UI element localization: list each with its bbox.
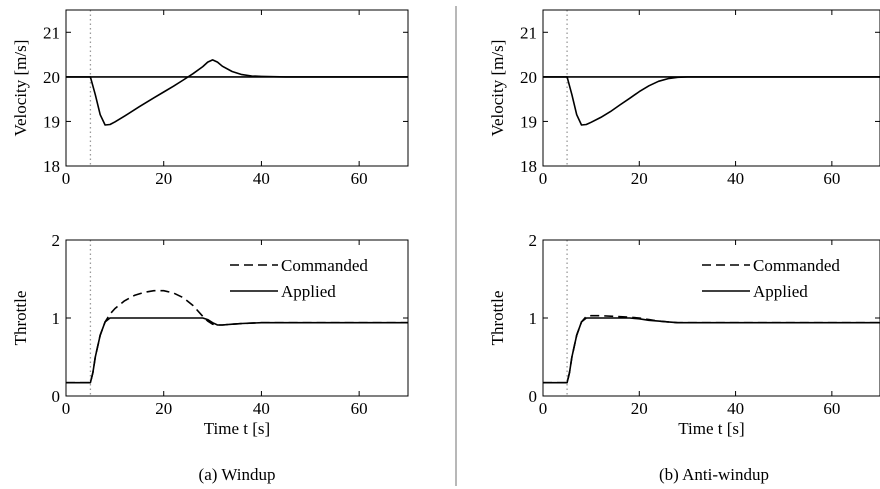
legend: Commanded Applied — [702, 256, 840, 301]
series-commanded — [543, 314, 880, 384]
y-tick-label: 0 — [529, 387, 538, 406]
y-tick-label: 21 — [43, 23, 60, 42]
x-axis-label: Time t [s] — [204, 419, 270, 438]
y-tick-label: 19 — [520, 112, 537, 131]
series-commanded — [66, 289, 408, 384]
legend-label-commanded: Commanded — [281, 256, 368, 275]
legend-label-commanded: Commanded — [753, 256, 840, 275]
plot-frame — [542, 9, 880, 167]
x-tick-label: 20 — [155, 169, 172, 188]
series-applied — [66, 317, 408, 384]
y-tick-label: 1 — [52, 309, 61, 328]
plot-4: 0 20 40 60 0 1 2 Throttle Time t [s] Commanded App… — [488, 231, 880, 438]
y-tick-label: 1 — [529, 309, 538, 328]
y-tick-label: 0 — [52, 387, 61, 406]
y-tick-label: 21 — [520, 23, 537, 42]
x-tick-label: 0 — [62, 399, 71, 418]
x-tick-label: 60 — [351, 399, 368, 418]
x-tick-label: 40 — [727, 169, 744, 188]
plot-2: 0 20 40 60 0 1 2 Throttle Time t [s] Commanded App… — [11, 231, 409, 438]
x-tick-label: 0 — [539, 399, 548, 418]
x-tick-label: 0 — [62, 169, 71, 188]
x-tick-label: 40 — [253, 169, 270, 188]
caption-windup: (a) Windup — [199, 465, 276, 484]
x-tick-label: 20 — [631, 169, 648, 188]
plot-frame — [65, 9, 409, 167]
plot-1: 0 20 40 60 18 19 20 21 Velocity [m/s] — [11, 9, 409, 188]
legend: Commanded Applied — [230, 256, 368, 301]
x-tick-label: 0 — [539, 169, 548, 188]
x-tick-label: 60 — [823, 399, 840, 418]
y-tick-label: 20 — [43, 68, 60, 87]
x-tick-label: 60 — [351, 169, 368, 188]
y-tick-label: 20 — [520, 68, 537, 87]
series-applied — [543, 317, 880, 384]
x-axis-label: Time t [s] — [678, 419, 744, 438]
x-tick-label: 20 — [155, 399, 172, 418]
y-tick-label: 2 — [52, 231, 61, 250]
y-tick-label: 19 — [43, 112, 60, 131]
series-response — [543, 76, 880, 126]
y-tick-label: 2 — [529, 231, 538, 250]
y-tick-label: 18 — [520, 157, 537, 176]
y-axis-label: Velocity [m/s] — [488, 40, 507, 137]
y-axis-label: Velocity [m/s] — [11, 40, 30, 137]
x-tick-label: 60 — [823, 169, 840, 188]
y-axis-label: Throttle — [488, 291, 507, 346]
caption-anti-windup: (b) Anti-windup — [659, 465, 769, 484]
x-tick-label: 20 — [631, 399, 648, 418]
y-tick-label: 18 — [43, 157, 60, 176]
legend-label-applied: Applied — [753, 282, 808, 301]
y-axis-label: Throttle — [11, 291, 30, 346]
x-tick-label: 40 — [253, 399, 270, 418]
legend-label-applied: Applied — [281, 282, 336, 301]
series-response — [66, 59, 408, 126]
x-tick-label: 40 — [727, 399, 744, 418]
plot-3: 0 20 40 60 18 19 20 21 Velocity [m/s] — [488, 9, 880, 188]
